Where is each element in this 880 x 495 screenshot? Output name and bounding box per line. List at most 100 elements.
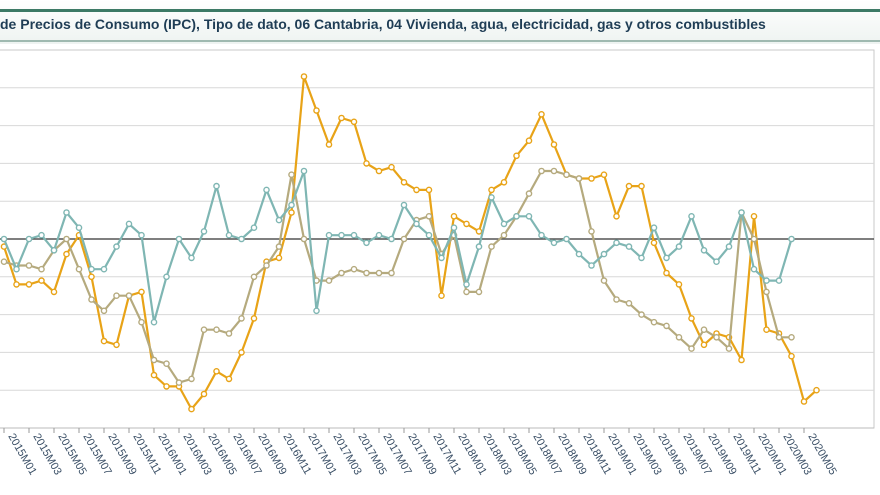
series-tan-point <box>338 269 345 277</box>
series-teal-point <box>225 231 233 239</box>
series-teal-point <box>325 231 333 239</box>
series-tan-point <box>663 322 670 330</box>
series-teal-point <box>500 220 508 228</box>
series-orange-point <box>350 118 358 126</box>
series-tan-point <box>238 315 245 322</box>
series-tan-point <box>488 243 495 250</box>
series-tan-point <box>713 333 720 341</box>
series-orange-point <box>625 182 633 190</box>
series-orange-point <box>688 315 695 322</box>
series-tan-point <box>100 307 108 315</box>
series-tan-point <box>275 243 283 250</box>
series-teal-point <box>713 258 720 266</box>
series-teal-point <box>238 235 245 243</box>
series-orange-point <box>538 111 545 118</box>
title-underline <box>0 40 880 42</box>
series-teal-point <box>150 318 158 326</box>
series-orange-point <box>163 383 170 390</box>
series-teal-point <box>138 231 145 239</box>
series-tan-point <box>563 171 570 178</box>
series-tan-point <box>225 330 233 337</box>
series-teal-point <box>188 254 195 262</box>
series-tan-point <box>325 277 333 284</box>
series-orange-point <box>363 160 370 167</box>
series-teal-point <box>213 182 220 190</box>
series-teal-point <box>113 243 120 250</box>
series-orange-point <box>188 405 195 413</box>
chart-title-bar: de Precios de Consumo (IPC), Tipo de dat… <box>0 0 880 44</box>
series-orange-point <box>550 141 558 148</box>
series-tan-point <box>350 265 358 273</box>
series-teal-line <box>2 169 793 324</box>
series-teal-point <box>775 277 783 284</box>
series-teal-point <box>625 243 633 250</box>
series-orange-point <box>300 73 308 80</box>
series-teal-point <box>25 235 33 243</box>
series-teal-point <box>538 231 545 239</box>
series-tan-point <box>625 299 633 307</box>
series-tan-point <box>750 235 758 243</box>
series-orange-point <box>275 254 283 262</box>
series-tan-point <box>75 265 83 273</box>
series-teal-point <box>475 243 483 250</box>
series-tan-point <box>250 273 258 281</box>
series-teal-point <box>88 265 95 273</box>
series-tan-point <box>213 326 220 334</box>
series-orange-point <box>588 175 595 182</box>
series-teal-point <box>413 220 420 228</box>
series-tan-point <box>288 171 295 178</box>
series-orange-point <box>325 141 333 148</box>
series-tan-point <box>788 333 795 341</box>
series-orange-point <box>800 398 808 405</box>
series-teal-point <box>688 212 695 220</box>
series-orange-point <box>225 375 233 383</box>
series-teal-point <box>550 239 558 247</box>
series-orange-point <box>813 386 820 394</box>
series-teal-point <box>588 262 595 269</box>
series-orange-point <box>100 337 108 345</box>
series-teal-point <box>638 254 645 262</box>
series-teal-point <box>613 239 620 247</box>
series-orange-point <box>500 178 508 186</box>
series-orange-point <box>450 212 458 220</box>
series-orange-point <box>250 315 258 322</box>
series-tan-point <box>775 333 783 341</box>
series-teal-point <box>663 254 670 262</box>
series-teal-point <box>125 220 133 228</box>
series-teal-point <box>675 243 683 250</box>
series-teal-point <box>75 224 83 231</box>
series-teal-point <box>575 250 583 258</box>
series-orange-point <box>475 228 483 235</box>
series-tan-point <box>0 258 8 266</box>
series-tan-point <box>63 235 70 243</box>
series-orange-point <box>600 171 608 178</box>
series-teal-point <box>763 277 770 284</box>
series-orange-point <box>138 288 145 296</box>
series-orange-point <box>788 352 795 360</box>
series-orange-point <box>650 239 658 247</box>
series-teal-point <box>375 231 383 239</box>
series-tan-point <box>525 190 533 197</box>
series-orange-point <box>463 220 470 228</box>
series-orange-point <box>313 107 320 114</box>
series-teal-point <box>338 231 345 239</box>
series-teal-point <box>275 216 283 224</box>
series-tan-point <box>475 288 483 296</box>
series-tan-point <box>38 265 45 273</box>
series-orange-point <box>88 273 95 281</box>
series-tan-point <box>163 360 170 368</box>
series-tan-point <box>588 228 595 235</box>
series-orange-point <box>213 367 220 375</box>
series-tan-point <box>500 231 508 239</box>
series-teal-point <box>38 231 45 239</box>
series-tan-point <box>763 288 770 296</box>
series-teal-point <box>738 209 745 216</box>
series-teal-point <box>463 281 470 288</box>
series-teal-point <box>525 212 533 220</box>
series-tan-point <box>125 292 133 300</box>
series-teal-point <box>363 239 370 247</box>
series-tan-point <box>575 175 583 182</box>
series-tan-point <box>650 318 658 326</box>
series-orange-point <box>675 281 683 288</box>
series-orange-point <box>638 182 645 190</box>
